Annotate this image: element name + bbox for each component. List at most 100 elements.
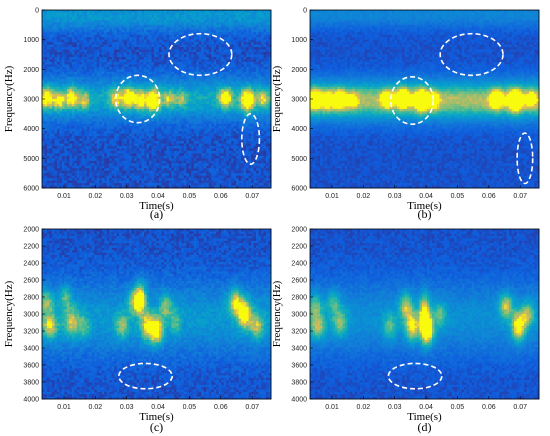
- heatmap-cell: [84, 121, 88, 125]
- heatmap-cell: [86, 61, 90, 65]
- heatmap-cell: [119, 64, 123, 68]
- heatmap-cell: [46, 49, 50, 53]
- heatmap-cell: [181, 74, 185, 78]
- heatmap-cell: [149, 81, 152, 85]
- heatmap-cell: [178, 34, 182, 38]
- heatmap-cell: [196, 150, 200, 154]
- heatmap-cell: [69, 27, 73, 31]
- heatmap-cell: [111, 113, 115, 117]
- heatmap-cell: [213, 32, 217, 36]
- heatmap-cell: [166, 37, 170, 41]
- heatmap-cell: [171, 145, 175, 149]
- heatmap-cell: [203, 158, 207, 162]
- heatmap-cell: [183, 54, 187, 58]
- heatmap-cell: [94, 10, 98, 13]
- heatmap-cell: [42, 133, 45, 137]
- heatmap-cell: [64, 113, 68, 117]
- heatmap-cell: [79, 64, 83, 68]
- heatmap-cell: [136, 59, 140, 63]
- heatmap-cell: [84, 123, 88, 127]
- heatmap-cell: [56, 101, 60, 105]
- heatmap-cell: [121, 183, 125, 186]
- heatmap-cell: [139, 12, 142, 16]
- heatmap-cell: [156, 160, 160, 164]
- heatmap-cell: [46, 79, 50, 83]
- heatmap-cell: [161, 61, 165, 65]
- heatmap-cell: [171, 74, 175, 78]
- heatmap-cell: [181, 81, 185, 85]
- heatmap-cell: [203, 47, 207, 50]
- heatmap-cell: [56, 170, 60, 174]
- heatmap-cell: [109, 185, 113, 189]
- heatmap-cell: [213, 44, 217, 48]
- heatmap-cell: [46, 96, 50, 100]
- heatmap-cell: [168, 148, 172, 152]
- heatmap-cell: [104, 128, 108, 132]
- heatmap-cell: [126, 153, 130, 157]
- heatmap-cell: [211, 86, 215, 90]
- heatmap-cell: [166, 165, 170, 169]
- heatmap-cell: [196, 160, 200, 164]
- heatmap-cell: [154, 153, 157, 157]
- heatmap-cell: [61, 19, 65, 23]
- heatmap-cell: [149, 52, 152, 55]
- heatmap-cell: [176, 118, 180, 122]
- heatmap-cell: [109, 106, 113, 110]
- heatmap-cell: [168, 165, 172, 169]
- heatmap-cell: [61, 17, 65, 21]
- heatmap-cell: [178, 59, 182, 63]
- heatmap-cell: [196, 126, 200, 130]
- heatmap-cell: [59, 96, 63, 100]
- heatmap-cell: [51, 89, 55, 92]
- heatmap-cell: [79, 24, 83, 28]
- heatmap-cell: [171, 56, 175, 60]
- heatmap-cell: [173, 61, 177, 65]
- heatmap-cell: [96, 34, 100, 38]
- heatmap-cell: [129, 47, 133, 50]
- heatmap-cell: [168, 52, 172, 55]
- heatmap-cell: [161, 106, 165, 110]
- heatmap-cell: [203, 101, 207, 105]
- heatmap-cell: [134, 56, 137, 60]
- heatmap-cell: [154, 37, 157, 41]
- heatmap-cell: [168, 160, 172, 164]
- heatmap-cell: [206, 185, 210, 189]
- heatmap-cell: [171, 103, 175, 107]
- heatmap-cell: [91, 118, 95, 122]
- heatmap-cell: [61, 145, 65, 149]
- heatmap-cell: [121, 32, 125, 36]
- heatmap-cell: [176, 128, 180, 132]
- heatmap-cell: [84, 29, 88, 33]
- heatmap-cell: [79, 52, 83, 55]
- heatmap-cell: [94, 126, 98, 130]
- heatmap-cell: [206, 126, 210, 130]
- heatmap-cell: [44, 178, 48, 181]
- heatmap-cell: [49, 17, 53, 21]
- heatmap-cell: [186, 103, 190, 107]
- heatmap-cell: [106, 143, 110, 147]
- heatmap-cell: [86, 175, 90, 179]
- heatmap-cell: [208, 126, 212, 130]
- heatmap-cell: [89, 126, 93, 130]
- heatmap-cell: [114, 148, 118, 152]
- heatmap-cell: [131, 150, 135, 154]
- heatmap-cell: [111, 81, 115, 85]
- heatmap-cell: [173, 12, 177, 16]
- heatmap-cell: [129, 19, 133, 23]
- heatmap-cell: [188, 17, 192, 21]
- heatmap-cell: [163, 37, 167, 41]
- heatmap-cell: [166, 49, 170, 53]
- heatmap-cell: [149, 165, 152, 169]
- heatmap-cell: [134, 96, 137, 100]
- heatmap-cell: [79, 123, 83, 127]
- heatmap-cell: [183, 158, 187, 162]
- heatmap-cell: [54, 101, 58, 105]
- heatmap-cell: [158, 178, 162, 181]
- heatmap-cell: [151, 118, 155, 122]
- heatmap-cell: [54, 116, 58, 120]
- heatmap-cell: [173, 71, 177, 75]
- heatmap-cell: [211, 61, 215, 65]
- heatmap-cell: [213, 14, 217, 18]
- heatmap-cell: [126, 66, 130, 70]
- heatmap-cell: [79, 143, 83, 147]
